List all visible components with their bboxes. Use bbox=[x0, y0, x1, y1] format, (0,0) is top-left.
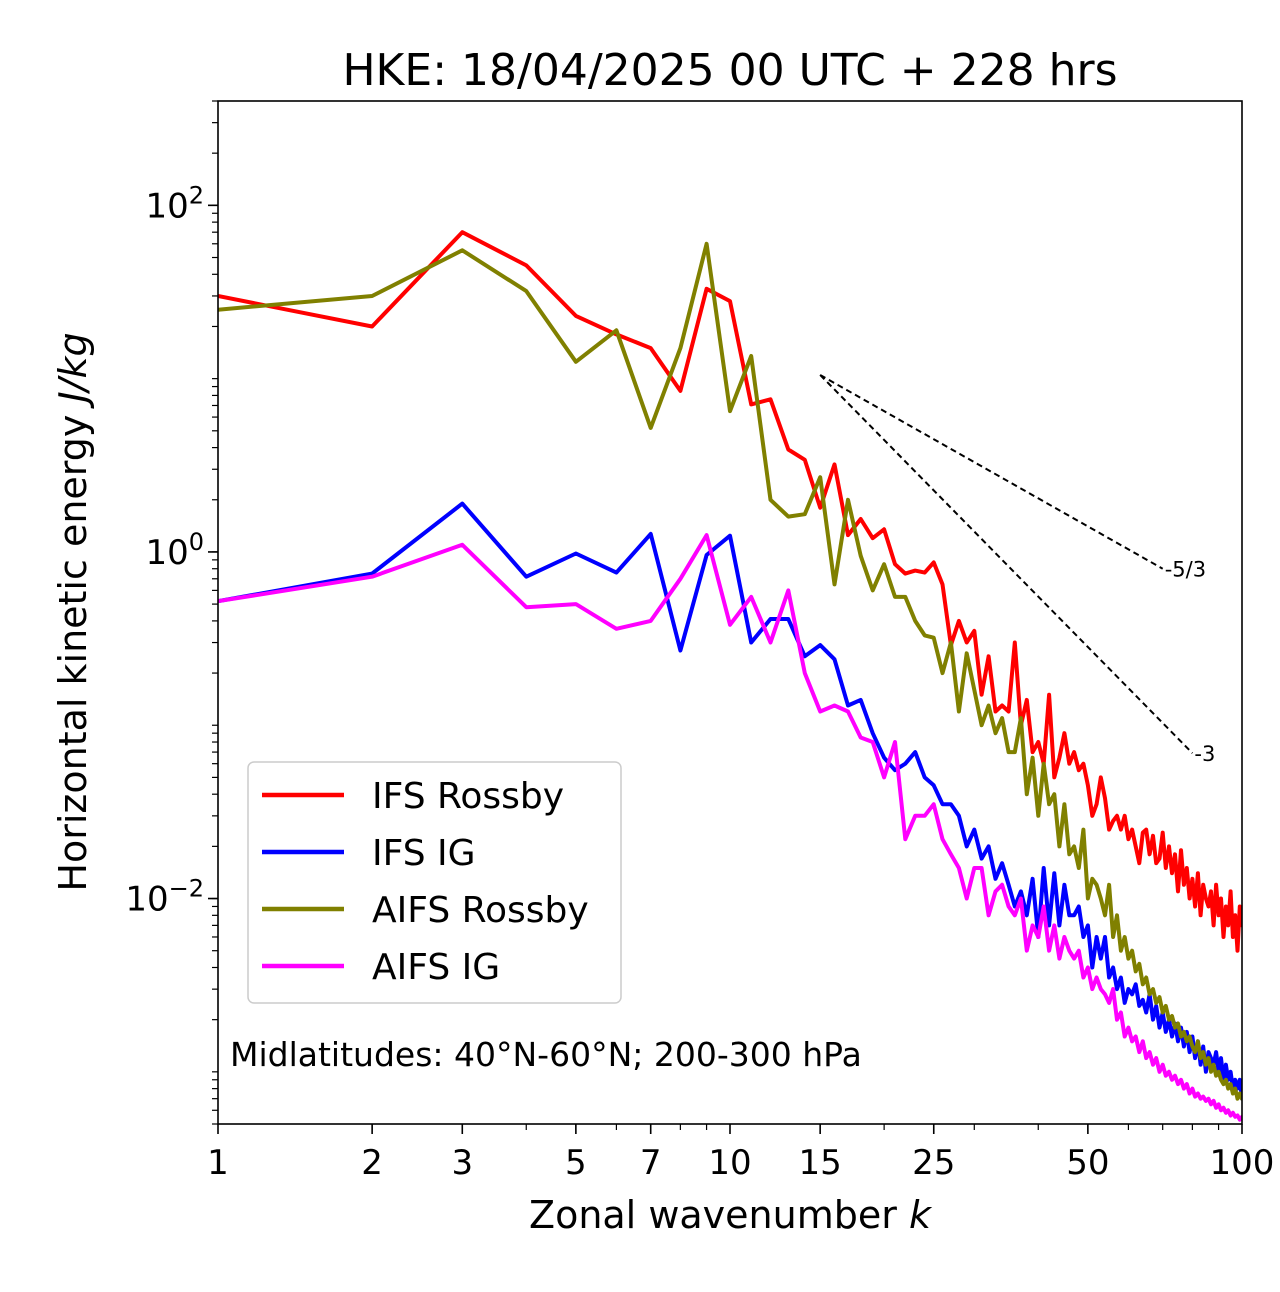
x-tick-label: 10 bbox=[708, 1143, 751, 1183]
x-axis-label: Zonal wavenumber k bbox=[529, 1193, 933, 1237]
x-tick-label: 15 bbox=[799, 1143, 842, 1183]
legend-box bbox=[247, 761, 622, 1004]
legend-label: IFS IG bbox=[372, 833, 476, 874]
x-axis-label-text: Zonal wavenumber bbox=[529, 1193, 897, 1237]
legend-label: AIFS IG bbox=[372, 947, 500, 988]
series-line bbox=[218, 533, 1242, 1122]
chart-title: HKE: 18/04/2025 00 UTC + 228 hrs bbox=[342, 45, 1117, 96]
x-tick-label: 2 bbox=[361, 1143, 383, 1183]
reference-slope-labels: -5/3 -3 bbox=[1165, 558, 1216, 766]
x-tick-label: 100 bbox=[1210, 1143, 1275, 1183]
x-tick-label: 3 bbox=[451, 1143, 473, 1183]
series-lines bbox=[218, 230, 1242, 1122]
reference-line-label: -5/3 bbox=[1165, 558, 1206, 582]
minor-ticks bbox=[212, 100, 1220, 1130]
legend: IFS Rossby IFS IG AIFS Rossby AIFS IG bbox=[247, 761, 622, 1004]
reference-line bbox=[819, 374, 1194, 754]
y-axis-label-units: J/kg bbox=[51, 332, 95, 409]
y-tick-label: 10−2 bbox=[125, 875, 204, 920]
reference-line-label: -3 bbox=[1194, 742, 1215, 766]
x-tick-label: 50 bbox=[1066, 1143, 1109, 1183]
series-line bbox=[218, 241, 1242, 1101]
y-axis-label-text: Horizontal kinetic energy bbox=[51, 415, 95, 892]
reference-slope-lines bbox=[819, 374, 1194, 754]
x-tick-label: 25 bbox=[912, 1143, 955, 1183]
y-axis-tick-labels: 102 100 10−2 bbox=[125, 181, 204, 919]
x-tick-label: 5 bbox=[565, 1143, 587, 1183]
legend-label: AIFS Rossby bbox=[372, 890, 589, 931]
y-tick-label: 100 bbox=[145, 528, 204, 573]
x-tick-label: 7 bbox=[640, 1143, 662, 1183]
reference-line bbox=[819, 374, 1164, 570]
legend-label: IFS Rossby bbox=[372, 776, 564, 817]
y-tick-label: 102 bbox=[145, 181, 204, 226]
region-annotation: Midlatitudes: 40°N-60°N; 200-300 hPa bbox=[230, 1035, 862, 1074]
x-axis-label-variable: k bbox=[909, 1193, 933, 1237]
major-ticks bbox=[208, 204, 1243, 1134]
x-tick-label: 1 bbox=[207, 1143, 229, 1183]
x-axis-tick-labels: 1 2 3 5 7 10 15 25 50 100 bbox=[207, 1143, 1274, 1183]
y-axis-label: Horizontal kinetic energy J/kg bbox=[51, 332, 95, 891]
